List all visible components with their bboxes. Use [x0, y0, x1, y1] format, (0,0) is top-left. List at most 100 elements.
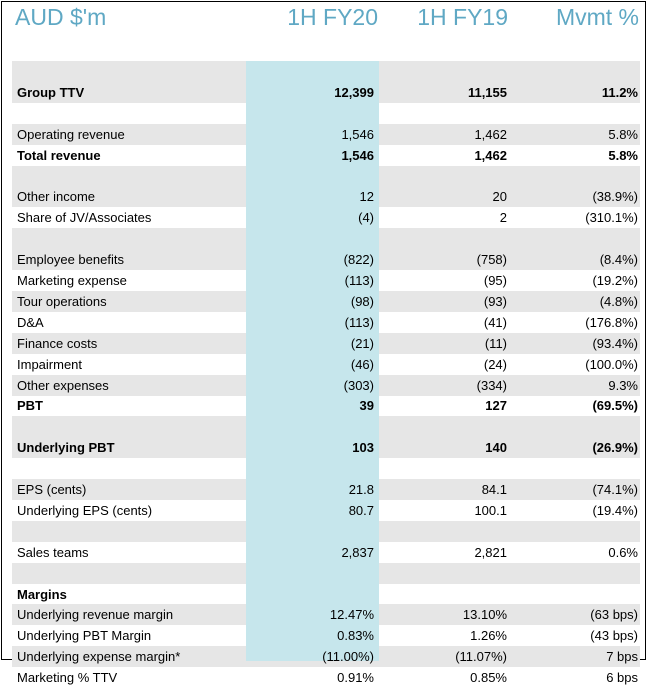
- value-1h-fy20: 1,546: [341, 147, 374, 163]
- table-row: Underlying expense margin* (11.00%) (11.07…: [12, 646, 640, 667]
- value-movement: 6 bps: [606, 670, 638, 686]
- row-label: Underlying expense margin*: [17, 649, 181, 665]
- value-1h-fy19: 127: [485, 398, 507, 414]
- value-movement: (8.4%): [599, 252, 638, 268]
- value-1h-fy19: [379, 61, 507, 82]
- row-label: Group TTV: [17, 84, 85, 100]
- row-label: Employee benefits: [17, 252, 124, 268]
- value-movement: (100.0%): [585, 356, 638, 372]
- table-row: Other income 12 20 (38.9%): [12, 186, 640, 207]
- value-1h-fy19: [379, 228, 507, 249]
- value-1h-fy20: 12,399: [334, 84, 374, 100]
- value-movement: 0.6%: [608, 544, 638, 560]
- value-1h-fy20: [246, 584, 374, 605]
- header-currency: AUD $'m: [15, 4, 107, 30]
- value-1h-fy19: 0.85%: [470, 670, 507, 686]
- value-1h-fy20: 12: [359, 189, 374, 205]
- value-1h-fy19: (93): [483, 293, 507, 309]
- value-1h-fy20: 103: [352, 440, 374, 456]
- value-1h-fy20: (21): [350, 335, 374, 351]
- table-row: Underlying revenue margin 12.47% 13.10% (63…: [12, 604, 640, 625]
- value-movement: [510, 563, 638, 584]
- value-1h-fy20: 39: [359, 398, 374, 414]
- value-movement: (38.9%): [592, 189, 638, 205]
- value-1h-fy19: [379, 416, 507, 437]
- table-row: Finance costs (21) (11) (93.4%): [12, 333, 640, 354]
- row-label: D&A: [17, 314, 44, 330]
- table-row: Impairment (46) (24) (100.0%): [12, 354, 640, 375]
- value-1h-fy20: (113): [344, 273, 374, 288]
- row-label: PBT: [17, 398, 43, 414]
- value-movement: (63 bps): [590, 607, 638, 623]
- value-1h-fy19: 1,462: [474, 126, 507, 142]
- value-movement: (4.8%): [599, 293, 638, 309]
- value-1h-fy20: (4): [358, 210, 374, 226]
- value-movement: (19.2%): [592, 273, 638, 288]
- value-1h-fy20: 12.47%: [329, 607, 374, 623]
- table-row: [12, 228, 640, 249]
- value-movement: 5.8%: [608, 126, 638, 142]
- row-label: Tour operations: [17, 293, 107, 309]
- value-movement: [510, 584, 638, 605]
- row-label: Sales teams: [17, 544, 89, 560]
- row-label: Underlying PBT Margin: [17, 628, 152, 644]
- value-1h-fy19: 100.1: [474, 502, 507, 518]
- header-movement: Mvmt %: [555, 4, 639, 30]
- value-movement: (43 bps): [590, 628, 638, 644]
- row-label: Marketing expense: [17, 273, 127, 288]
- value-1h-fy19: 2: [499, 210, 507, 226]
- value-movement: [510, 166, 638, 187]
- value-movement: [510, 458, 638, 479]
- current-period-highlight: [246, 61, 379, 661]
- table-row: [12, 103, 640, 124]
- value-1h-fy20: (46): [350, 356, 374, 372]
- table-row: [12, 166, 640, 187]
- value-1h-fy19: (758): [476, 252, 507, 268]
- value-1h-fy20: (11.00%): [322, 649, 374, 665]
- table-row: Other expenses (303) (334) 9.3%: [12, 375, 640, 396]
- value-1h-fy20: 1,546: [341, 126, 374, 142]
- table-row: Group TTV 12,399 11,155 11.2%: [12, 82, 640, 103]
- table-row: Marketing % TTV 0.91% 0.85% 6 bps: [12, 667, 640, 688]
- value-1h-fy20: 2,837: [341, 544, 374, 560]
- row-label: Other expenses: [17, 377, 109, 393]
- value-1h-fy19: 140: [485, 440, 507, 456]
- value-movement: [510, 61, 638, 82]
- value-1h-fy19: (24): [483, 356, 507, 372]
- table-row: Tour operations (98) (93) (4.8%): [12, 291, 640, 312]
- value-1h-fy19: (334): [476, 377, 507, 393]
- table-row: Marketing expense (113) (95) (19.2%): [12, 270, 640, 291]
- value-movement: 5.8%: [608, 147, 638, 163]
- table-row: Underlying PBT 103 140 (26.9%): [12, 437, 640, 458]
- value-1h-fy19: 13.10%: [462, 607, 507, 623]
- row-label: Total revenue: [17, 147, 101, 163]
- value-1h-fy20: [246, 228, 374, 249]
- value-1h-fy19: [379, 458, 507, 479]
- table-row: [12, 416, 640, 437]
- header-1h-fy19: 1H FY19: [417, 4, 508, 30]
- value-1h-fy20: 0.83%: [337, 628, 374, 644]
- value-1h-fy19: 2,821: [474, 544, 507, 560]
- table-row: Sales teams 2,837 2,821 0.6%: [12, 542, 640, 563]
- table-row: Underlying EPS (cents) 80.7 100.1 (19.4%): [12, 500, 640, 521]
- value-1h-fy20: [246, 521, 374, 542]
- value-1h-fy19: 20: [492, 189, 507, 205]
- value-1h-fy20: [246, 416, 374, 437]
- value-1h-fy19: [379, 521, 507, 542]
- value-1h-fy20: (303): [343, 377, 374, 393]
- table-row: [12, 458, 640, 479]
- value-1h-fy20: [246, 166, 374, 187]
- table-row: D&A (113) (41) (176.8%): [12, 312, 640, 333]
- value-movement: [510, 521, 638, 542]
- row-label: Underlying PBT: [17, 440, 115, 456]
- row-label: Finance costs: [17, 335, 98, 351]
- value-1h-fy20: [246, 103, 374, 124]
- row-label: EPS (cents): [17, 482, 87, 497]
- value-movement: (69.5%): [592, 398, 638, 414]
- value-movement: 9.3%: [608, 377, 638, 393]
- value-1h-fy19: 1,462: [474, 147, 507, 163]
- value-movement: (310.1%): [585, 210, 638, 226]
- value-movement: [510, 103, 638, 124]
- value-movement: [510, 228, 638, 249]
- row-label: Underlying revenue margin: [17, 607, 174, 623]
